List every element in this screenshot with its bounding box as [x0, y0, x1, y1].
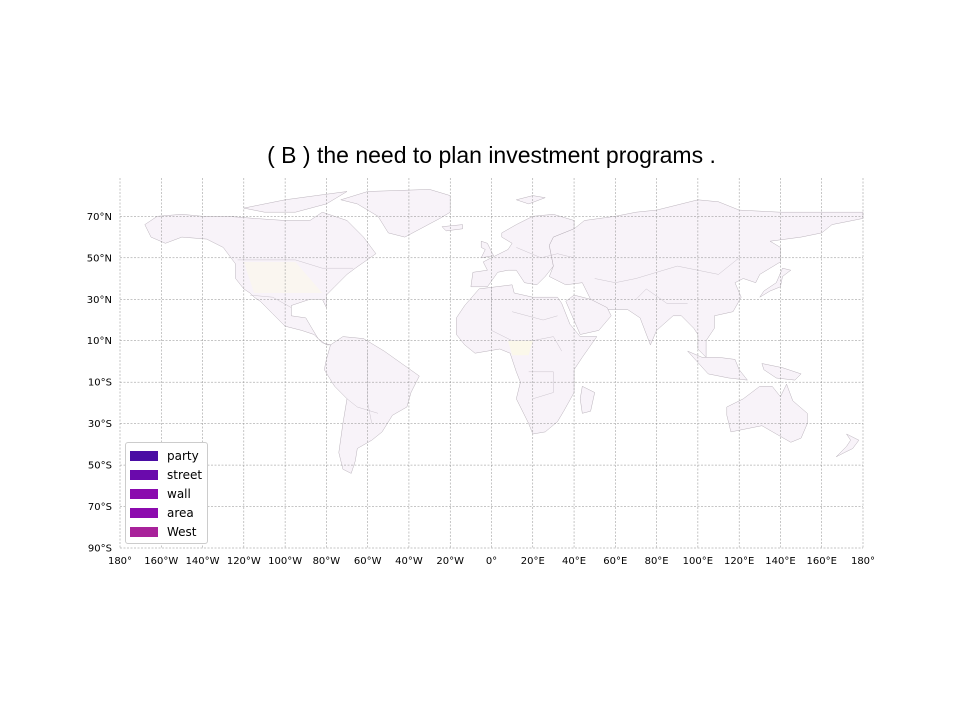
x-tick-labels: 180° 160°W 140°W 120°W 100°W 80°W 60°W 40°W 20°W… — [108, 556, 875, 567]
legend-item-area: area — [126, 503, 207, 522]
highlighted-region — [243, 261, 323, 294]
legend-label: party — [167, 448, 199, 463]
legend-swatch — [130, 507, 158, 518]
map-title: ( B ) the need to plan investment progra… — [267, 142, 716, 168]
y-tick-label: 70°N — [87, 212, 112, 223]
arabia-landmass — [565, 294, 612, 335]
country-border — [635, 288, 688, 304]
britain-landmass — [480, 240, 494, 259]
x-tick-label: 40°W — [395, 556, 423, 567]
arctic-islands-landmass — [243, 191, 348, 213]
y-tick-label: 30°S — [88, 419, 112, 430]
x-tick-label: 60°E — [603, 556, 627, 567]
x-tick-label: 20°E — [521, 556, 545, 567]
x-tick-label: 180° — [108, 556, 132, 567]
asia-landmass — [549, 199, 864, 358]
country-border — [528, 371, 554, 399]
x-tick-label: 0° — [486, 556, 497, 567]
x-tick-label: 140°E — [765, 556, 795, 567]
greenland-landmass — [340, 189, 451, 238]
svalbard-landmass — [515, 195, 546, 205]
country-border — [237, 259, 354, 269]
legend-swatch — [130, 450, 158, 461]
y-tick-label: 50°N — [87, 253, 112, 264]
legend-swatch — [130, 469, 158, 480]
legend-item-wall: wall — [126, 484, 207, 503]
x-tick-label: 20°W — [436, 556, 464, 567]
new-zealand-landmass — [836, 433, 860, 457]
country-border — [346, 398, 379, 414]
legend-label: area — [167, 505, 194, 520]
iceland-landmass — [441, 224, 463, 232]
australia-landmass — [726, 383, 808, 443]
y-tick-label: 50°S — [88, 461, 112, 472]
legend: party street wall area West — [125, 442, 208, 544]
x-tick-label: 40°E — [562, 556, 586, 567]
y-tick-label: 70°S — [88, 502, 112, 513]
indonesia-landmass — [687, 350, 748, 381]
x-tick-label: 60°W — [354, 556, 382, 567]
legend-swatch — [130, 526, 158, 537]
x-tick-label: 80°E — [645, 556, 669, 567]
madagascar-landmass — [579, 386, 595, 414]
y-tick-label: 30°N — [87, 295, 112, 306]
x-tick-label: 160°W — [144, 556, 178, 567]
legend-swatch — [130, 488, 158, 499]
country-border — [512, 311, 558, 321]
y-tick-label: 10°S — [88, 378, 112, 389]
x-tick-label: 180° — [851, 556, 875, 567]
south-america-landmass — [324, 336, 420, 474]
y-tick-label: 10°N — [87, 336, 112, 347]
country-border — [594, 257, 740, 283]
y-tick-labels: 70°N 50°N 30°N 10°N 10°S 30°S 50°S 70°S 90°S — [87, 212, 112, 555]
x-tick-label: 100°W — [268, 556, 302, 567]
x-tick-label: 140°W — [186, 556, 220, 567]
x-tick-label: 100°E — [683, 556, 713, 567]
legend-item-street: street — [126, 465, 207, 484]
x-tick-label: 120°W — [227, 556, 261, 567]
legend-label: wall — [167, 486, 191, 501]
new-guinea-landmass — [761, 363, 802, 381]
y-tick-label: 90°S — [88, 544, 112, 555]
japan-landmass — [759, 267, 792, 298]
x-tick-label: 160°E — [807, 556, 837, 567]
legend-label: street — [167, 467, 203, 482]
highlighted-region — [508, 340, 533, 356]
country-border — [516, 247, 575, 258]
legend-item-west: West — [126, 522, 207, 541]
land-layer — [144, 189, 864, 474]
x-tick-label: 120°E — [724, 556, 754, 567]
legend-item-party: party — [126, 446, 207, 465]
legend-label: West — [167, 524, 197, 539]
x-tick-label: 80°W — [313, 556, 341, 567]
